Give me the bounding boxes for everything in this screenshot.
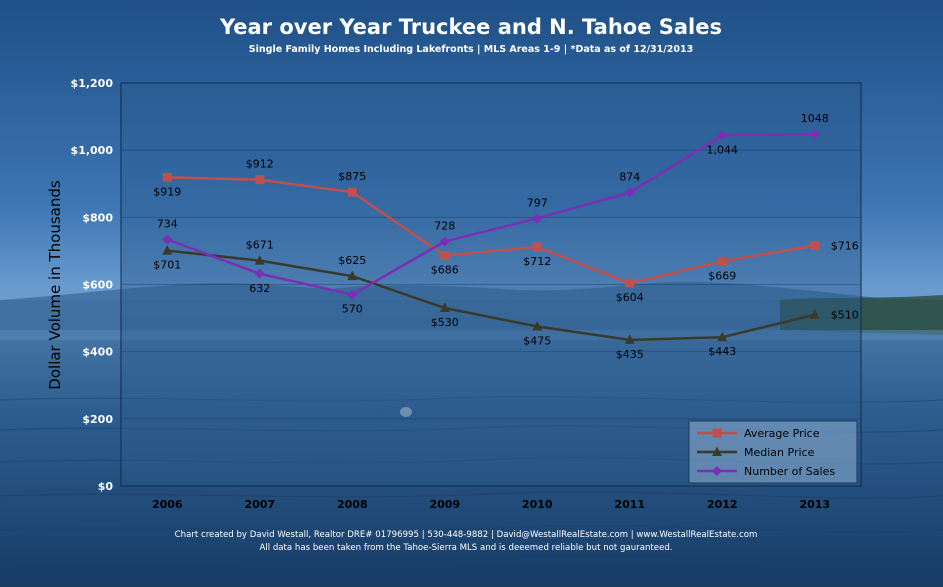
y-axis-ticks: $0 $200 $400 $600 $800 $1,000 $1,200 [71,77,114,493]
data-point [809,129,820,140]
x-tick-label: 2011 [614,498,645,511]
data-label: $712 [523,255,551,268]
legend-label: Average Price [744,427,820,440]
legend-item: Median Price [697,446,815,459]
data-label: $475 [523,334,551,347]
data-label: 797 [527,196,548,209]
data-point [809,309,820,319]
data-label: $912 [246,158,274,171]
y-axis-label: Dollar Volume in Thousands [46,180,64,390]
y-tick-label: $1,200 [71,77,114,90]
data-label: $435 [616,348,644,361]
data-label: $919 [153,185,181,198]
series-median-price: $701 $671 $625 $530 $475 $435 $443 $510 [153,239,859,361]
data-point [440,251,450,261]
data-point [532,213,543,224]
chart-subtitle: Single Family Homes Including Lakefronts… [249,44,693,55]
legend: Average Price Median Price Number of Sales [688,420,858,484]
data-label: 734 [157,217,178,230]
data-point [347,270,358,281]
data-point [162,234,173,245]
footer-credit: Chart created by David Westall, Realtor … [175,530,758,540]
x-tick-label: 2012 [707,498,738,511]
data-point [717,130,728,141]
gridlines [121,82,861,487]
data-point [162,172,172,182]
series-line [167,176,815,285]
data-label: 874 [619,170,640,183]
chart-title: Year over Year Truckee and N. Tahoe Sale… [219,15,722,39]
data-point [254,255,265,265]
footer-disclaimer: All data has been taken from the Tahoe-S… [259,543,672,553]
data-label: 570 [342,303,363,316]
data-point [717,331,728,342]
data-label: $701 [153,259,181,272]
legend-label: Number of Sales [744,465,835,478]
data-point [532,320,543,331]
data-point [255,175,265,185]
x-axis-ticks: 2006 2007 2008 2009 2010 2011 2012 2013 [152,498,830,511]
series-line [166,132,815,296]
y-tick-label: $0 [98,480,114,493]
y-tick-label: $400 [82,346,113,359]
data-point [625,278,635,288]
legend-label: Median Price [744,446,815,459]
data-point [254,268,265,279]
data-label: $669 [708,269,736,282]
plot-area [120,82,862,487]
data-label: $530 [431,316,459,329]
data-point [624,187,635,198]
data-label: 632 [249,282,270,295]
x-tick-label: 2007 [244,498,275,511]
data-point [532,242,542,252]
data-point [347,289,358,300]
legend-marker [712,446,722,456]
data-label: $604 [616,291,644,304]
data-label: 1048 [801,112,829,125]
data-point [439,302,450,313]
series-line [167,249,816,342]
series-average-price: $919 $912 $875 $686 $712 $604 $669 $716 [153,158,859,304]
data-point [439,236,450,247]
data-point [162,245,173,255]
y-tick-label: $1,000 [71,144,114,157]
x-tick-label: 2008 [337,498,368,511]
data-point [717,256,727,266]
y-tick-label: $800 [82,211,113,224]
y-tick-label: $200 [82,413,113,426]
legend-item: Average Price [697,427,820,440]
data-point [624,334,635,344]
data-label: $875 [338,170,366,183]
data-label: $671 [246,239,274,252]
data-point [347,187,357,197]
x-tick-label: 2009 [429,498,460,511]
y-tick-label: $600 [82,279,113,292]
data-label: $716 [831,240,859,253]
data-label: $443 [708,345,736,358]
x-tick-label: 2006 [152,498,183,511]
data-label: $686 [431,264,459,277]
legend-marker [712,428,722,438]
data-label: 1,044 [707,143,739,156]
legend-marker [712,466,722,476]
series-layer: $919 $912 $875 $686 $712 $604 $669 $716 $701 $671… [153,112,859,361]
data-label: $625 [338,254,366,267]
series-number-of-sales: 734 632 570 728 797 874 1,044 1048 [157,112,829,316]
legend-item: Number of Sales [697,465,835,478]
data-label: 728 [434,220,455,233]
x-tick-label: 2010 [522,498,553,511]
data-point [810,241,820,251]
data-label: $510 [831,309,859,322]
x-tick-label: 2013 [799,498,830,511]
